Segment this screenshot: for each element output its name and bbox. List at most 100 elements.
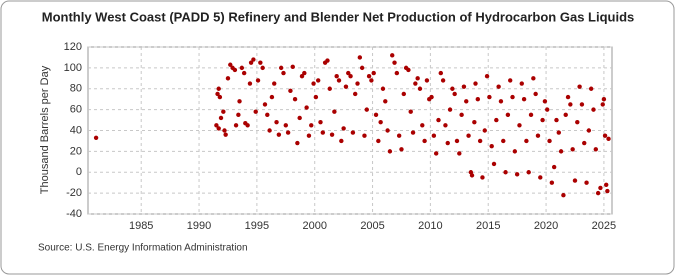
- point: [413, 81, 418, 86]
- point: [253, 109, 258, 114]
- point: [496, 84, 501, 89]
- y-tick-label: -40: [66, 208, 82, 220]
- point: [233, 123, 239, 128]
- point: [315, 78, 321, 83]
- y-tick-label: 100: [64, 62, 82, 74]
- point: [533, 91, 538, 97]
- point: [373, 112, 379, 118]
- point: [236, 112, 241, 118]
- point: [299, 74, 305, 79]
- point: [387, 149, 393, 154]
- point: [551, 164, 557, 170]
- point: [366, 74, 372, 79]
- point: [248, 60, 254, 65]
- point: [260, 65, 265, 71]
- point: [429, 94, 434, 100]
- point: [521, 96, 527, 102]
- point: [306, 133, 312, 138]
- point: [334, 74, 339, 79]
- point: [417, 86, 423, 91]
- point: [272, 81, 277, 86]
- point: [487, 94, 492, 100]
- x-tick-label: 2010: [418, 220, 442, 232]
- point: [422, 138, 427, 144]
- point: [601, 96, 607, 102]
- y-axis-label: Thousand Barrels per Day: [39, 65, 51, 194]
- point: [452, 91, 457, 97]
- point: [278, 65, 284, 71]
- point: [464, 99, 469, 104]
- point: [251, 57, 256, 62]
- point: [595, 190, 601, 196]
- point: [258, 60, 263, 65]
- point: [565, 94, 571, 100]
- point: [558, 149, 564, 154]
- point: [276, 132, 282, 137]
- point: [371, 70, 376, 76]
- point: [591, 107, 596, 112]
- y-tick-label: 40: [70, 124, 82, 136]
- point: [475, 96, 481, 102]
- point: [431, 133, 437, 138]
- point: [415, 76, 420, 81]
- point: [390, 53, 395, 58]
- point: [477, 138, 483, 144]
- point: [508, 78, 513, 83]
- point: [348, 74, 353, 79]
- point: [228, 62, 233, 67]
- point: [540, 117, 545, 123]
- x-tick-label: 2025: [592, 220, 616, 232]
- point: [378, 119, 383, 125]
- point: [313, 94, 319, 100]
- point: [222, 128, 227, 133]
- point: [332, 109, 337, 114]
- point: [554, 117, 559, 123]
- point: [216, 86, 221, 91]
- point: [232, 67, 238, 73]
- point: [600, 102, 605, 107]
- point: [501, 138, 506, 144]
- chart-title: Monthly West Coast (PADD 5) Refinery and…: [42, 9, 635, 24]
- y-tick-label: 0: [76, 166, 82, 178]
- point: [535, 133, 541, 138]
- x-tick-label: 2015: [476, 220, 500, 232]
- point: [408, 109, 413, 114]
- y-tick-label: 60: [70, 104, 82, 116]
- point: [281, 70, 286, 76]
- point: [297, 115, 302, 121]
- point: [357, 55, 363, 60]
- point: [380, 86, 386, 91]
- point: [221, 109, 226, 114]
- point: [561, 193, 566, 198]
- point: [325, 58, 330, 63]
- point: [531, 76, 536, 81]
- point: [269, 94, 275, 100]
- point: [606, 136, 611, 142]
- point: [362, 133, 367, 138]
- point: [329, 132, 335, 137]
- point: [443, 123, 448, 128]
- source: Source: U.S. Energy Information Administ…: [38, 243, 248, 254]
- point: [394, 70, 400, 76]
- y-tick-label: 120: [64, 41, 82, 53]
- point: [255, 78, 261, 83]
- point: [318, 119, 323, 125]
- point: [247, 81, 253, 86]
- point: [376, 138, 381, 144]
- point: [549, 180, 555, 185]
- x-tick-label: 1985: [129, 220, 153, 232]
- point: [438, 70, 444, 76]
- point: [577, 84, 582, 89]
- point: [343, 84, 349, 89]
- point: [472, 119, 477, 125]
- point: [369, 78, 374, 83]
- point: [436, 117, 441, 123]
- point: [364, 107, 369, 112]
- point: [491, 161, 497, 167]
- point: [420, 123, 425, 128]
- point: [570, 147, 575, 152]
- point: [454, 138, 460, 144]
- point: [424, 78, 430, 83]
- point: [392, 60, 397, 65]
